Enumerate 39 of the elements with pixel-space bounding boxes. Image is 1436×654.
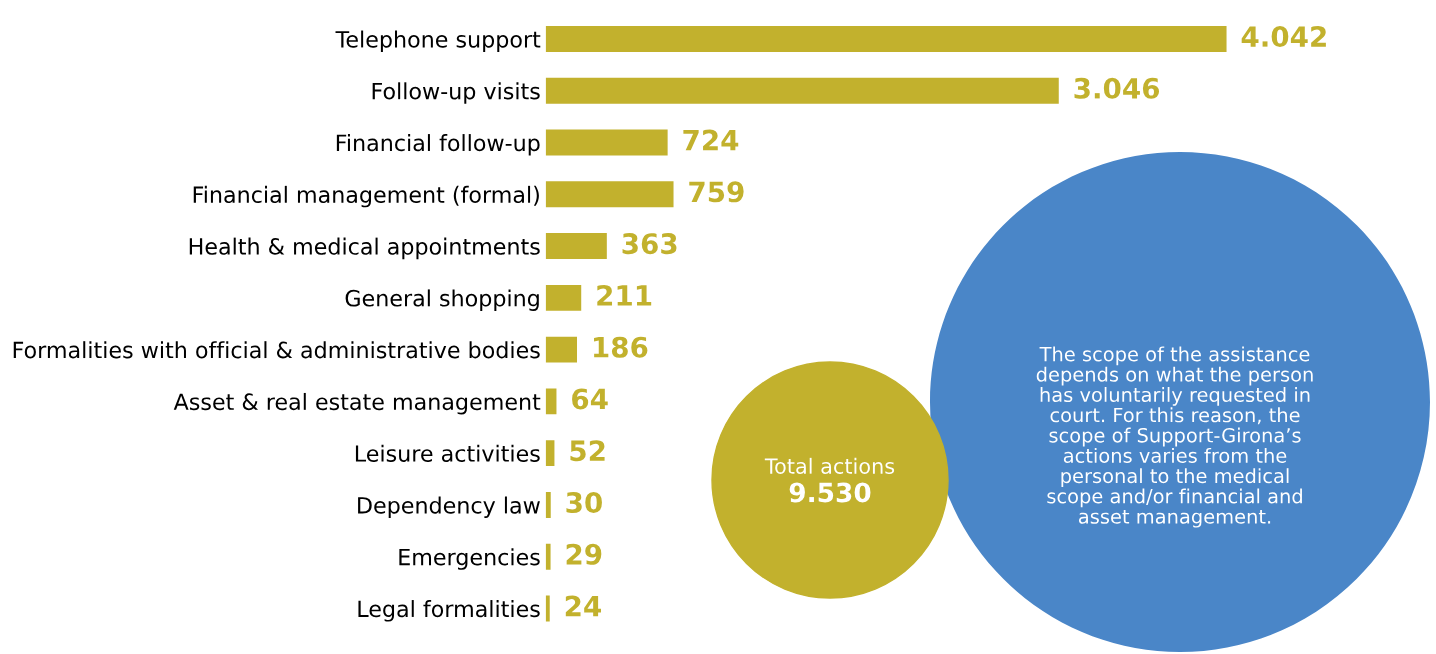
data-label: 29 xyxy=(566,543,602,565)
bar xyxy=(545,284,582,311)
data-label: 64 xyxy=(572,388,608,410)
bar xyxy=(545,440,555,467)
annotation: 9.530 xyxy=(789,482,871,503)
y-tick-label: Telephone support xyxy=(335,30,541,53)
bar xyxy=(545,336,578,363)
data-label: 4.042 xyxy=(1241,26,1326,48)
y-tick-label: Dependency law xyxy=(358,496,540,519)
y-tick-label: Financial follow-up xyxy=(336,134,540,156)
data-label: 24 xyxy=(565,595,601,617)
bar xyxy=(545,595,550,622)
y-tick-label: Financial management (formal) xyxy=(193,185,539,208)
data-label: 3.046 xyxy=(1074,77,1160,99)
bar xyxy=(545,181,674,208)
y-tick-label: Follow-up visits xyxy=(372,82,540,104)
bar xyxy=(545,129,668,156)
data-label: 30 xyxy=(566,491,602,513)
y-tick-label: Formalities with official & administrative bodies xyxy=(13,341,540,359)
annotation: Total actions xyxy=(764,457,895,474)
data-label: 724 xyxy=(683,129,739,151)
data-label: 363 xyxy=(622,233,677,255)
bar xyxy=(545,77,1059,104)
data-label: 186 xyxy=(594,336,648,358)
data-label: 759 xyxy=(689,181,744,203)
y-tick-label: General shopping xyxy=(345,289,539,311)
y-tick-label: Emergencies xyxy=(399,548,540,570)
text: The scope of the assistance depends on what the person has voluntarily requested in court. For this reason, the scope of Support-Girona’s actions varies from the personal to the medical scope and/or financial and asset management. xyxy=(1036,346,1313,528)
y-tick-label: Leisure activities xyxy=(355,444,540,462)
bar xyxy=(545,543,551,570)
bar xyxy=(545,388,557,415)
bar xyxy=(545,492,551,518)
bar xyxy=(545,26,1227,52)
data-label: 52 xyxy=(570,440,605,462)
data-label: 211 xyxy=(597,284,652,306)
y-tick-label: Legal formalities xyxy=(358,600,540,622)
y-tick-label: Health & medical appointments xyxy=(189,237,540,260)
bar xyxy=(545,233,607,260)
y-tick-label: Asset & real estate management xyxy=(173,392,541,415)
